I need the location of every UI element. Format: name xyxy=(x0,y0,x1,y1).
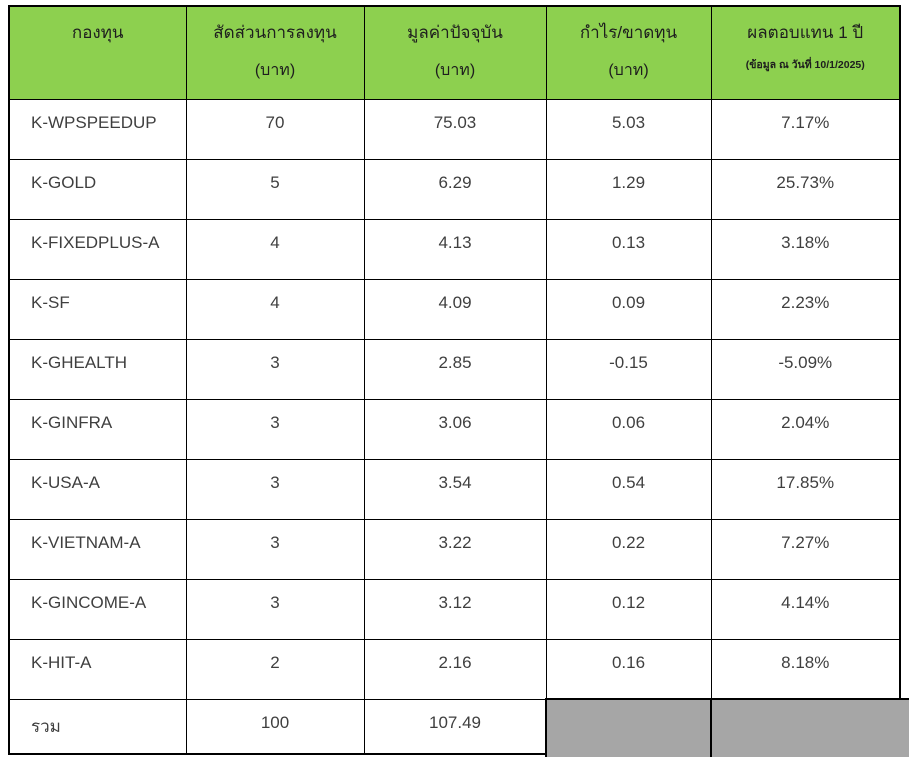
column-header-label: มูลค่าปัจจุบัน xyxy=(407,23,503,42)
allocation-cell: 2 xyxy=(185,638,365,700)
table-row: K-GINFRA 3 3.06 0.06 2.04% xyxy=(8,398,901,460)
fund-name-cell: K-HIT-A xyxy=(8,638,187,700)
fund-name-cell: K-GINFRA xyxy=(8,398,187,460)
fund-name-cell: K-GHEALTH xyxy=(8,338,187,400)
total-label-cell: รวม xyxy=(8,698,187,755)
table-row: K-GHEALTH 3 2.85 -0.15 -5.09% xyxy=(8,338,901,400)
profit-loss-cell: 0.13 xyxy=(545,218,712,280)
column-header-allocation: สัดส่วนการลงทุน (บาท) xyxy=(185,5,365,100)
fund-name-cell: K-VIETNAM-A xyxy=(8,518,187,580)
fund-name-cell: K-GOLD xyxy=(8,158,187,220)
fund-name-cell: K-USA-A xyxy=(8,458,187,520)
return-1y-cell: 7.17% xyxy=(710,98,901,160)
allocation-cell: 4 xyxy=(185,278,365,340)
fund-name-cell: K-WPSPEEDUP xyxy=(8,98,187,160)
current-value-cell: 4.09 xyxy=(363,278,547,340)
fund-name-cell: K-SF xyxy=(8,278,187,340)
gray-filled-region xyxy=(545,698,909,757)
profit-loss-cell: 1.29 xyxy=(545,158,712,220)
allocation-cell: 3 xyxy=(185,578,365,640)
column-header-asof-date: (ข้อมูล ณ วันที่ 10/1/2025) xyxy=(745,59,865,71)
current-value-cell: 2.85 xyxy=(363,338,547,400)
profit-loss-cell: 0.09 xyxy=(545,278,712,340)
profit-loss-cell: 0.06 xyxy=(545,398,712,460)
allocation-cell: 3 xyxy=(185,518,365,580)
table-row: K-VIETNAM-A 3 3.22 0.22 7.27% xyxy=(8,518,901,580)
table-body: K-WPSPEEDUP 70 75.03 5.03 7.17% K-GOLD 5… xyxy=(8,98,901,755)
column-header-current-value: มูลค่าปัจจุบัน (บาท) xyxy=(363,5,547,100)
fund-portfolio-table: กองทุน สัดส่วนการลงทุน (บาท) มูลค่าปัจจุ… xyxy=(8,5,901,755)
return-1y-cell: 7.27% xyxy=(710,518,901,580)
column-header-label: สัดส่วนการลงทุน xyxy=(213,23,337,42)
return-1y-cell: 4.14% xyxy=(710,578,901,640)
column-header-fund: กองทุน xyxy=(8,5,187,100)
table-row: K-HIT-A 2 2.16 0.16 8.18% xyxy=(8,638,901,700)
total-allocation-cell: 100 xyxy=(185,698,365,755)
allocation-cell: 70 xyxy=(185,98,365,160)
table-header: กองทุน สัดส่วนการลงทุน (บาท) มูลค่าปัจจุ… xyxy=(8,5,901,100)
return-1y-cell: 2.23% xyxy=(710,278,901,340)
column-header-label: กองทุน xyxy=(71,23,124,42)
column-header-label: ผลตอบแทน 1 ปี xyxy=(747,23,864,42)
current-value-cell: 4.13 xyxy=(363,218,547,280)
profit-loss-cell: 0.54 xyxy=(545,458,712,520)
return-1y-cell: 8.18% xyxy=(710,638,901,700)
table-row: K-WPSPEEDUP 70 75.03 5.03 7.17% xyxy=(8,98,901,160)
current-value-cell: 2.16 xyxy=(363,638,547,700)
total-current-value-cell: 107.49 xyxy=(363,698,547,755)
allocation-cell: 5 xyxy=(185,158,365,220)
column-header-label: กำไร/ขาดทุน xyxy=(579,23,678,42)
profit-loss-cell: 0.22 xyxy=(545,518,712,580)
allocation-cell: 3 xyxy=(185,398,365,460)
allocation-cell: 4 xyxy=(185,218,365,280)
table-row: K-FIXEDPLUS-A 4 4.13 0.13 3.18% xyxy=(8,218,901,280)
column-divider-line xyxy=(710,700,712,757)
return-1y-cell: 17.85% xyxy=(710,458,901,520)
current-value-cell: 3.22 xyxy=(363,518,547,580)
current-value-cell: 75.03 xyxy=(363,98,547,160)
table-row: K-USA-A 3 3.54 0.54 17.85% xyxy=(8,458,901,520)
return-1y-cell: 3.18% xyxy=(710,218,901,280)
return-1y-cell: 25.73% xyxy=(710,158,901,220)
return-1y-cell: 2.04% xyxy=(710,398,901,460)
header-row: กองทุน สัดส่วนการลงทุน (บาท) มูลค่าปัจจุ… xyxy=(8,5,901,100)
table-row: K-GINCOME-A 3 3.12 0.12 4.14% xyxy=(8,578,901,640)
fund-name-cell: K-GINCOME-A xyxy=(8,578,187,640)
table-row: K-SF 4 4.09 0.09 2.23% xyxy=(8,278,901,340)
column-header-sub: (บาท) xyxy=(254,62,296,79)
current-value-cell: 6.29 xyxy=(363,158,547,220)
column-header-profit-loss: กำไร/ขาดทุน (บาท) xyxy=(545,5,712,100)
fund-name-cell: K-FIXEDPLUS-A xyxy=(8,218,187,280)
current-value-cell: 3.54 xyxy=(363,458,547,520)
column-header-sub: (บาท) xyxy=(608,62,649,79)
return-1y-cell: -5.09% xyxy=(710,338,901,400)
profit-loss-cell: 0.16 xyxy=(545,638,712,700)
profit-loss-cell: 0.12 xyxy=(545,578,712,640)
column-header-return-1y: ผลตอบแทน 1 ปี (ข้อมูล ณ วันที่ 10/1/2025… xyxy=(710,5,901,100)
profit-loss-cell: -0.15 xyxy=(545,338,712,400)
table-row: K-GOLD 5 6.29 1.29 25.73% xyxy=(8,158,901,220)
column-header-sub: (บาท) xyxy=(434,62,476,79)
allocation-cell: 3 xyxy=(185,458,365,520)
current-value-cell: 3.12 xyxy=(363,578,547,640)
current-value-cell: 3.06 xyxy=(363,398,547,460)
profit-loss-cell: 5.03 xyxy=(545,98,712,160)
allocation-cell: 3 xyxy=(185,338,365,400)
